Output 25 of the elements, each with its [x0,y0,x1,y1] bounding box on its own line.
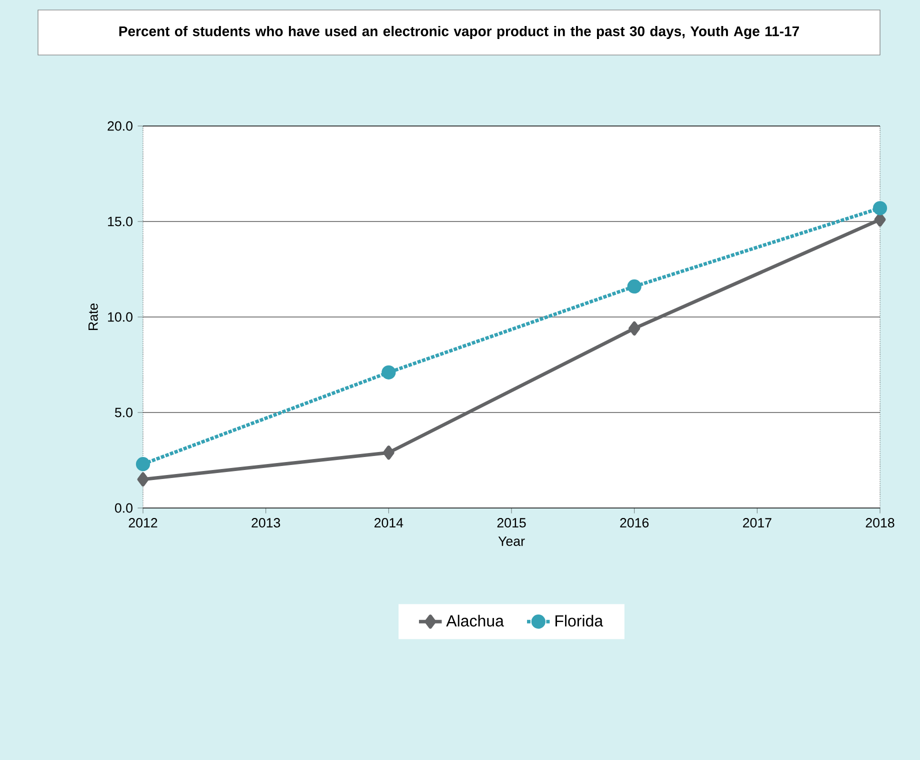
y-tick-label: 0.0 [114,503,132,513]
y-axis-title: Rate [88,304,98,330]
point [872,201,888,216]
point [382,365,396,380]
x-tick-label: 2015 [497,518,526,528]
point [874,212,886,227]
point [627,279,642,294]
legend-label: Florida [556,614,604,627]
point [382,446,394,460]
x-tick-label: 2013 [252,518,280,528]
legend-label: Alachua [446,614,504,627]
x-tick-label: 2016 [620,518,649,528]
y-tick-label: 10.0 [108,312,132,322]
y-tick-label: 15.0 [108,216,132,226]
y-tick-label: 20.0 [108,121,132,131]
point [136,457,150,472]
chart-title: Percent of students who have used an electronic vapor product in the past 30 days, Youth Age 11-17 [119,26,799,40]
x-tick-label: 2012 [128,518,158,528]
x-tick-label: 2018 [866,518,894,528]
x-axis-title: Year [498,536,525,546]
point [628,321,640,336]
y-tick-label: 5.0 [115,408,132,418]
point [137,472,149,486]
x-tick-label: 2014 [374,518,404,528]
x-tick-label: 2017 [743,518,772,528]
